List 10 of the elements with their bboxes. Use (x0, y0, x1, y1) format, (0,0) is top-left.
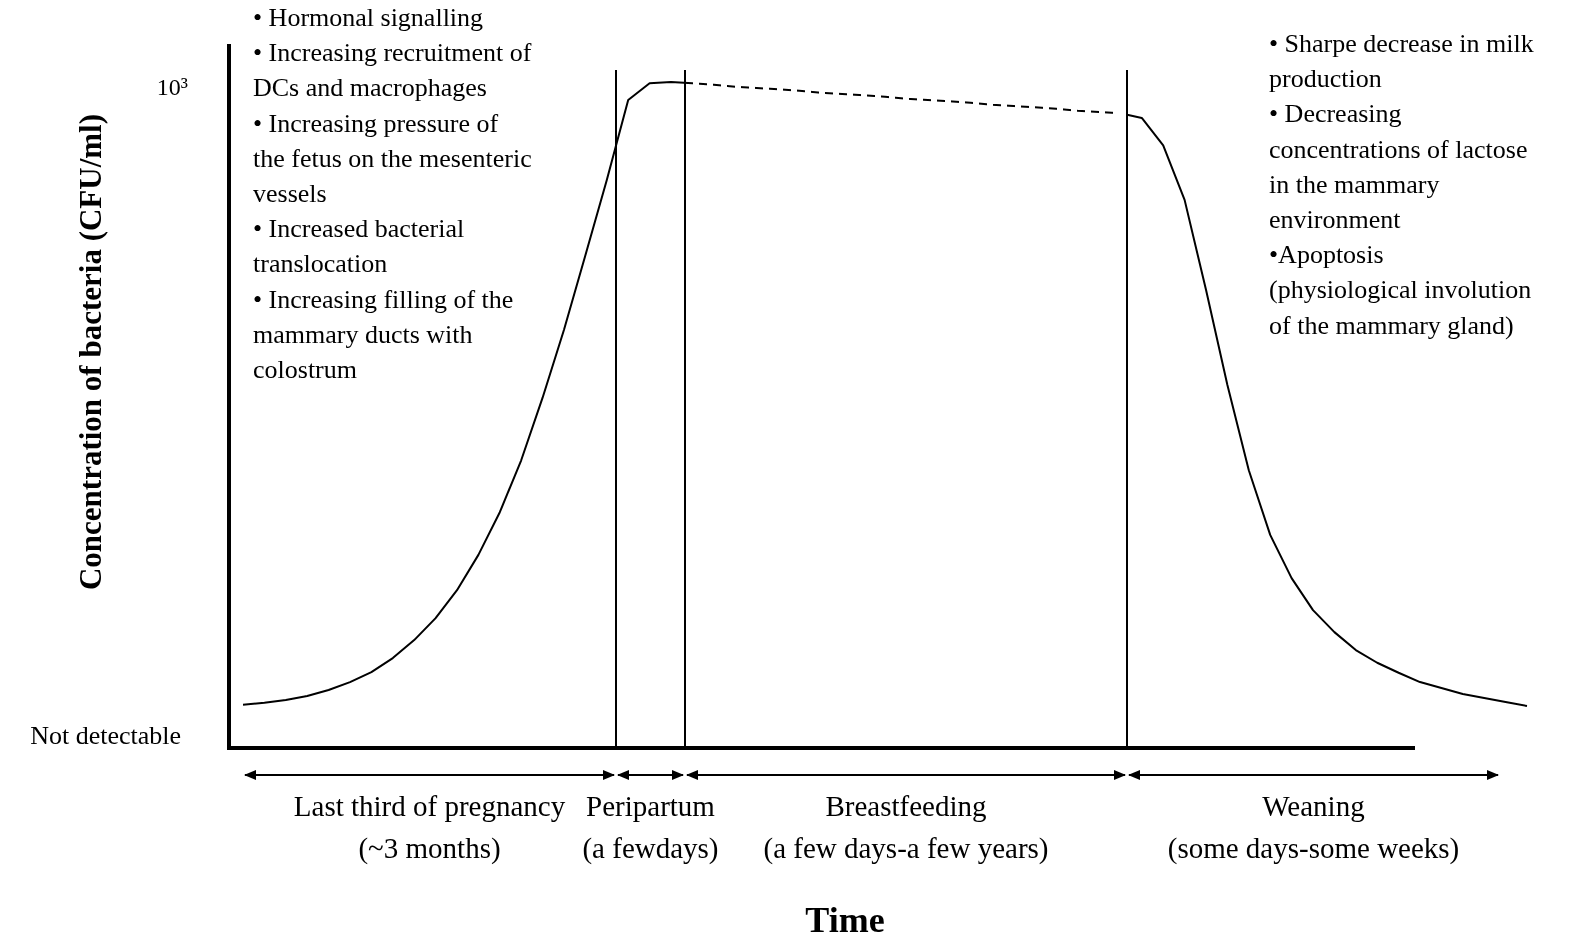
y-axis-title: Concentration of bacteria (CFU/ml) (73, 113, 108, 591)
text: Last third of pregnancy (~3 months) (293, 790, 566, 865)
text: Weaning (some days-some weeks) (1167, 790, 1460, 865)
text: • Hormonal signalling • Increasing recruitment of DCs and macrophages • Increasing pressure of the fetus on the mesenteric vessels • Increased bacterial translocation • Increasing filling of the mammary ducts with colostrum (253, 3, 532, 384)
text: Breastfeeding (a few days-a few years) (763, 790, 1049, 865)
text: • Sharpe decrease in milk production • Decreasing concentrations of lactose in the mammary environment •Apoptosis (physiological involution of the mammary gland) (1269, 29, 1534, 340)
text: 10³ (156, 74, 188, 100)
text: Peripartum (a fewdays) (582, 790, 719, 865)
text: Not detectable (30, 721, 181, 750)
x-axis-title: Time (805, 900, 885, 940)
